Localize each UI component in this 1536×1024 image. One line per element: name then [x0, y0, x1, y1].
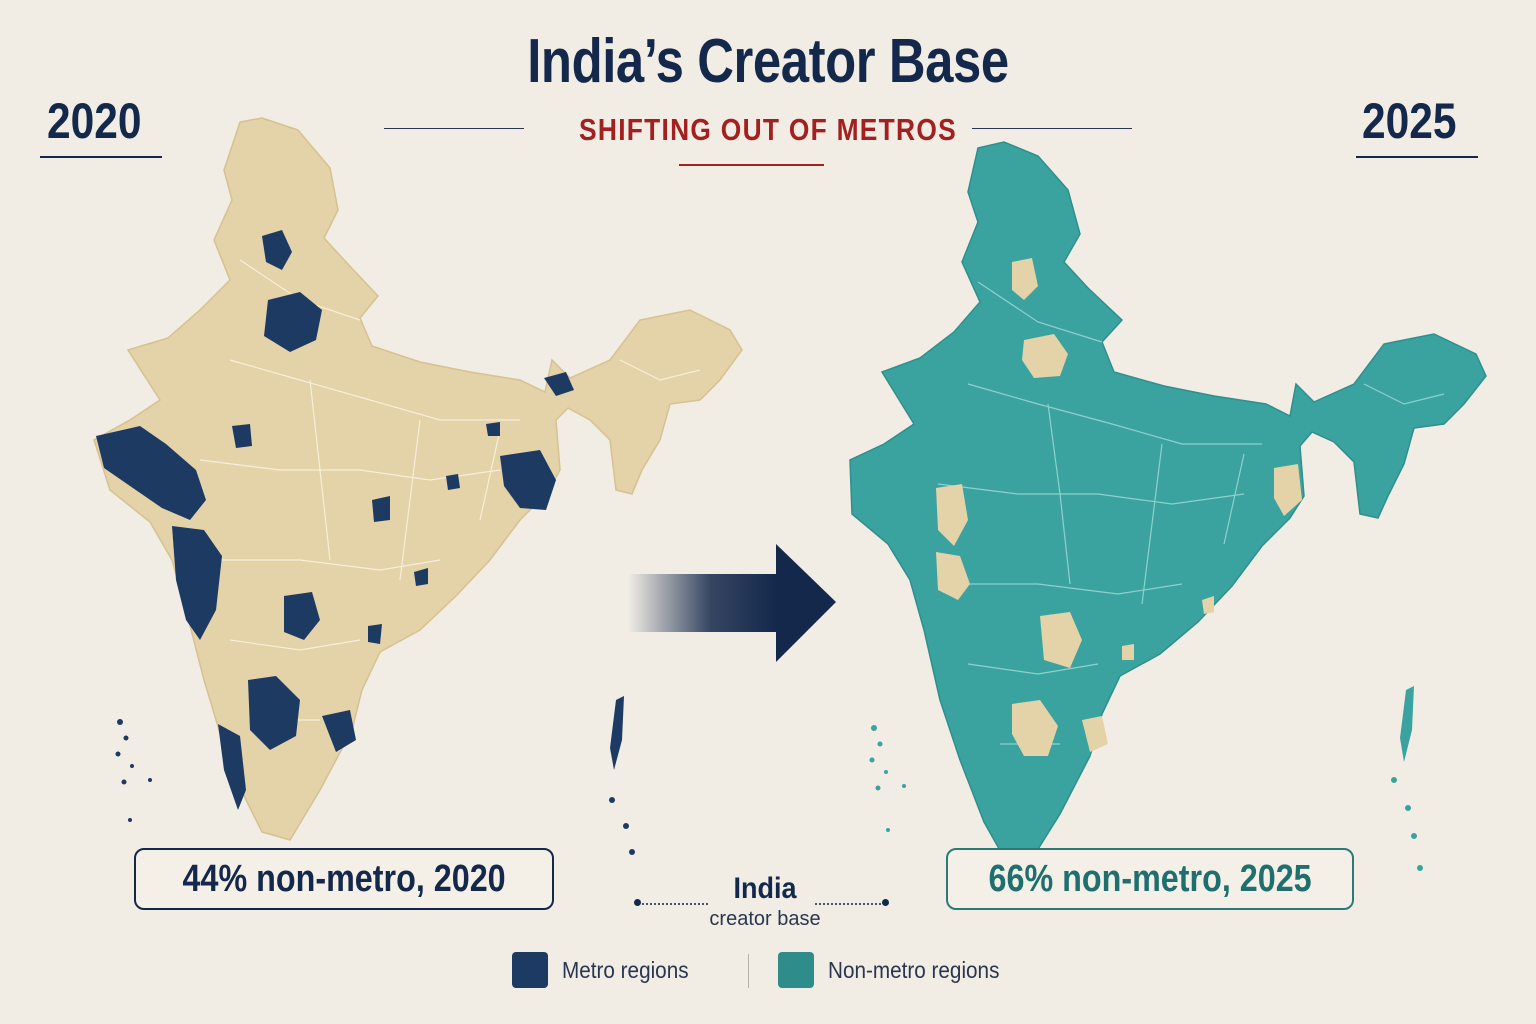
metro-region: [1040, 612, 1082, 668]
metro-region: [1082, 716, 1108, 752]
island-dots-2020: [115, 696, 635, 855]
right-arrow-icon: [628, 544, 836, 662]
metro-region: [172, 526, 222, 640]
center-label-sub: creator base: [709, 908, 821, 930]
subtitle-rule-left: [384, 128, 524, 129]
legend-swatch-metro: [512, 952, 548, 988]
metro-region: [500, 450, 556, 510]
metro-region: [264, 292, 322, 352]
metro-region: [486, 422, 500, 436]
page-subtitle: SHIFTING OUT OF METROS: [579, 112, 957, 147]
year-label-2025: 2025: [1362, 93, 1457, 149]
stat-text-2025: 66% non-metro, 2025: [988, 857, 1312, 900]
metro-region: [322, 710, 356, 752]
legend-label-non-metro: Non-metro regions: [828, 956, 1000, 983]
stat-callout-2025: 66% non-metro, 2025: [946, 848, 1354, 910]
metro-region: [544, 372, 574, 396]
metro-region: [1022, 334, 1068, 378]
subtitle-rule-right: [972, 128, 1132, 129]
center-rule-right: [815, 903, 885, 905]
metro-region: [1012, 258, 1038, 300]
year-rule-right: [1356, 156, 1478, 158]
stat-callout-2020: 44% non-metro, 2020: [134, 848, 554, 910]
metro-region: [936, 484, 968, 546]
center-rule-left: [638, 903, 708, 905]
metro-region: [1122, 644, 1134, 660]
metro-region: [248, 676, 300, 750]
metro-region: [218, 724, 246, 810]
metro-region: [368, 624, 382, 644]
center-rule-left-dot: [634, 899, 641, 906]
center-label-name: India: [733, 872, 797, 905]
metro-region: [1012, 700, 1058, 756]
metro-region: [936, 552, 970, 600]
india-map-2020: [93, 117, 743, 855]
stat-text-2020: 44% non-metro, 2020: [182, 857, 506, 900]
year-rule-left: [40, 156, 162, 158]
metro-region: [1202, 596, 1214, 614]
year-label-2020: 2020: [47, 93, 142, 149]
india-map-2025: [849, 141, 1487, 871]
metro-regions-2020: [96, 230, 574, 810]
india-mainland-shape: [93, 117, 743, 841]
legend-item-metro: Metro regions: [512, 950, 703, 990]
metro-region: [96, 426, 206, 520]
subtitle-group: SHIFTING OUT OF METROS: [384, 112, 1152, 172]
metro-region: [1274, 464, 1302, 516]
center-label: India creator base: [640, 872, 890, 931]
legend-swatch-non-metro: [778, 952, 814, 988]
metro-region: [232, 424, 252, 448]
india-mainland-shape: [849, 141, 1487, 863]
legend-label-metro: Metro regions: [562, 956, 689, 983]
legend-divider: [748, 954, 749, 988]
subtitle-underline: [679, 164, 824, 166]
center-rule-right-dot: [882, 899, 889, 906]
legend-item-non-metro: Non-metro regions: [778, 950, 1018, 990]
metro-region: [372, 496, 390, 522]
metro-region: [262, 230, 292, 270]
india-outline-2020: [93, 117, 743, 855]
metro-region: [284, 592, 320, 640]
metro-region: [446, 474, 460, 490]
island-dots-2025: [869, 686, 1423, 871]
page-title: India’s Creator Base: [527, 27, 1009, 96]
metro-region: [414, 568, 428, 586]
india-outline-2025: [849, 141, 1487, 871]
metro-regions-2025: [936, 258, 1302, 756]
